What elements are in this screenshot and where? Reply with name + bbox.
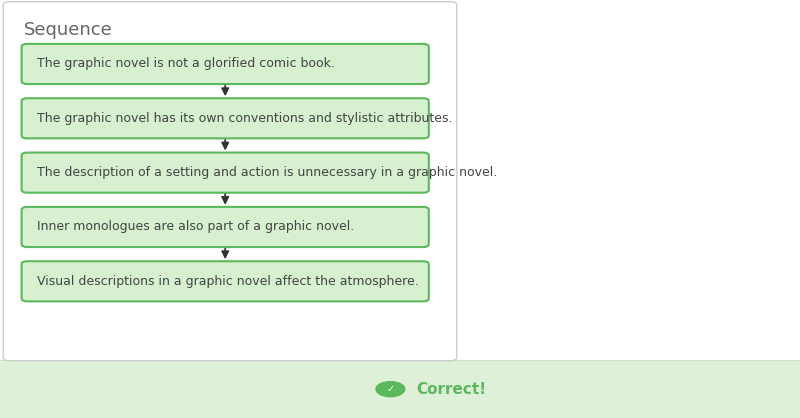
Text: Sequence: Sequence	[24, 21, 113, 39]
FancyBboxPatch shape	[22, 44, 429, 84]
FancyBboxPatch shape	[3, 2, 457, 361]
Text: ✓: ✓	[386, 384, 394, 394]
Text: The graphic novel has its own conventions and stylistic attributes.: The graphic novel has its own convention…	[37, 112, 452, 125]
Text: Visual descriptions in a graphic novel affect the atmosphere.: Visual descriptions in a graphic novel a…	[37, 275, 418, 288]
FancyBboxPatch shape	[22, 98, 429, 138]
Text: Inner monologues are also part of a graphic novel.: Inner monologues are also part of a grap…	[37, 220, 354, 234]
Circle shape	[376, 382, 405, 397]
Text: The graphic novel is not a glorified comic book.: The graphic novel is not a glorified com…	[37, 57, 334, 71]
FancyBboxPatch shape	[22, 153, 429, 193]
FancyBboxPatch shape	[0, 360, 800, 418]
FancyBboxPatch shape	[22, 261, 429, 301]
Text: The description of a setting and action is unnecessary in a graphic novel.: The description of a setting and action …	[37, 166, 497, 179]
Text: Correct!: Correct!	[416, 382, 486, 397]
FancyBboxPatch shape	[22, 207, 429, 247]
